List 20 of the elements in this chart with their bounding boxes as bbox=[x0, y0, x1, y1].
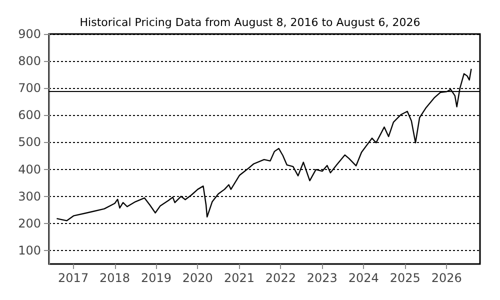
x-tick-label: 2021 bbox=[224, 271, 255, 285]
x-tick-label: 2017 bbox=[58, 271, 89, 285]
y-tick-label: 500 bbox=[18, 135, 41, 150]
y-tick-label: 200 bbox=[18, 216, 41, 230]
y-tick-label: 900 bbox=[18, 27, 41, 41]
y-tick-label: 300 bbox=[18, 189, 41, 204]
y-tick-label: 600 bbox=[18, 108, 41, 122]
x-tick-label: 2025 bbox=[390, 271, 420, 285]
x-tick-label: 2022 bbox=[265, 271, 296, 285]
x-tick-label: 2020 bbox=[182, 271, 213, 285]
y-tick-label: 100 bbox=[18, 243, 41, 258]
x-tick-label: 2019 bbox=[140, 271, 172, 285]
x-tick-label: 2024 bbox=[348, 271, 379, 285]
chart-title: Historical Pricing Data from August 8, 2016 to August 6, 2026 bbox=[80, 16, 420, 29]
y-tick-label: 800 bbox=[18, 54, 41, 68]
y-tick-label: 400 bbox=[18, 162, 41, 176]
x-tick-label: 2018 bbox=[99, 271, 130, 285]
x-tick-label: 2023 bbox=[306, 271, 338, 285]
y-tick-label: 700 bbox=[18, 81, 41, 96]
x-tick-label: 2026 bbox=[431, 271, 462, 285]
